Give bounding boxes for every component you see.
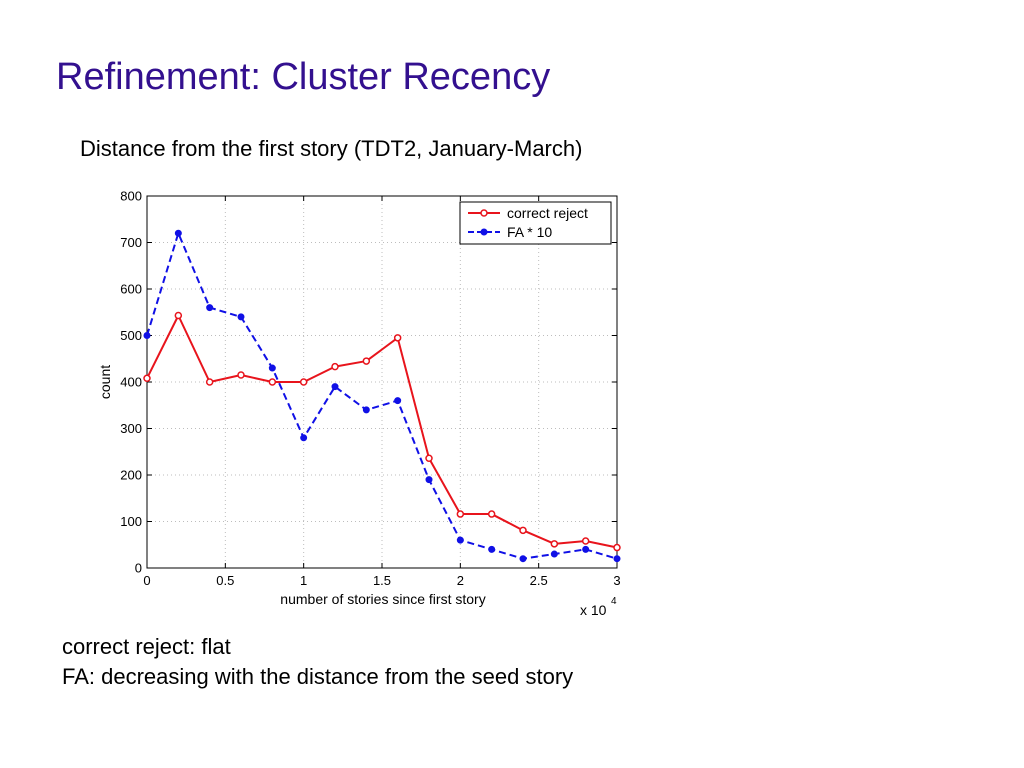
data-point-correct-reject xyxy=(456,510,465,518)
x-axis-label: number of stories since first story xyxy=(280,591,485,607)
data-point-fa xyxy=(425,476,433,484)
y-tick-label: 700 xyxy=(120,235,142,250)
y-tick-label: 0 xyxy=(135,561,142,576)
y-tick-label: 500 xyxy=(120,328,142,343)
x-multiplier-exponent: 4 xyxy=(611,596,617,607)
y-tick-label: 100 xyxy=(120,514,142,529)
data-point-fa xyxy=(143,332,151,339)
x-tick-label: 3 xyxy=(613,573,620,588)
data-point-fa xyxy=(300,434,308,442)
data-point-fa xyxy=(613,555,621,563)
data-point-correct-reject xyxy=(174,311,183,320)
data-point-correct-reject xyxy=(487,510,496,518)
data-point-correct-reject xyxy=(205,378,214,386)
x-tick-label: 2.5 xyxy=(530,573,548,588)
y-tick-label: 800 xyxy=(120,189,142,204)
data-point-fa xyxy=(237,313,245,321)
note-correct-reject: correct reject: flat xyxy=(62,634,231,659)
data-point-fa xyxy=(268,364,276,372)
data-point-fa xyxy=(206,304,214,312)
y-tick-label: 200 xyxy=(120,468,142,483)
data-point-correct-reject xyxy=(237,371,245,379)
series-line-0 xyxy=(146,314,618,549)
series-line-1 xyxy=(146,232,618,560)
x-tick-label: 2 xyxy=(457,573,464,588)
data-point-correct-reject xyxy=(143,374,151,383)
note-fa: FA: decreasing with the distance from th… xyxy=(62,664,574,689)
data-point-fa xyxy=(394,397,402,405)
data-point-fa xyxy=(550,550,558,558)
data-point-correct-reject xyxy=(362,357,371,365)
data-point-fa xyxy=(582,545,590,553)
y-tick-label: 400 xyxy=(120,375,142,390)
x-tick-label: 1.5 xyxy=(373,573,391,588)
x-tick-label: 0 xyxy=(143,573,150,588)
legend-box xyxy=(459,201,612,245)
slide-notes: correct reject: flat FA: decreasing with… xyxy=(62,632,573,692)
data-point-correct-reject xyxy=(299,378,308,386)
data-point-correct-reject xyxy=(581,537,590,545)
data-point-correct-reject xyxy=(519,526,527,535)
data-point-fa xyxy=(519,555,527,563)
data-point-fa xyxy=(362,406,370,414)
y-tick-label: 600 xyxy=(120,282,142,297)
x-tick-label: 0.5 xyxy=(216,573,234,588)
legend-label-1: FA * 10 xyxy=(507,224,552,240)
y-axis-label: count xyxy=(97,365,113,399)
data-point-correct-reject xyxy=(268,378,277,386)
x-tick-label: 1 xyxy=(300,573,307,588)
legend-label-0: correct reject xyxy=(507,205,588,221)
data-point-correct-reject xyxy=(550,540,559,548)
x-multiplier-label: x 10 xyxy=(580,602,607,618)
data-point-fa xyxy=(331,383,339,391)
data-point-fa xyxy=(174,229,182,237)
legend-marker-1 xyxy=(480,228,488,236)
data-point-correct-reject xyxy=(613,543,621,552)
data-point-fa xyxy=(456,536,464,544)
legend-marker-0 xyxy=(480,209,488,217)
data-point-fa xyxy=(488,545,496,553)
chart-caption: Distance from the first story (TDT2, Jan… xyxy=(80,136,583,161)
slide-title: Refinement: Cluster Recency xyxy=(56,56,551,98)
data-point-correct-reject xyxy=(425,454,433,463)
data-point-correct-reject xyxy=(393,334,402,342)
y-tick-label: 300 xyxy=(120,421,142,436)
data-point-correct-reject xyxy=(331,362,339,371)
